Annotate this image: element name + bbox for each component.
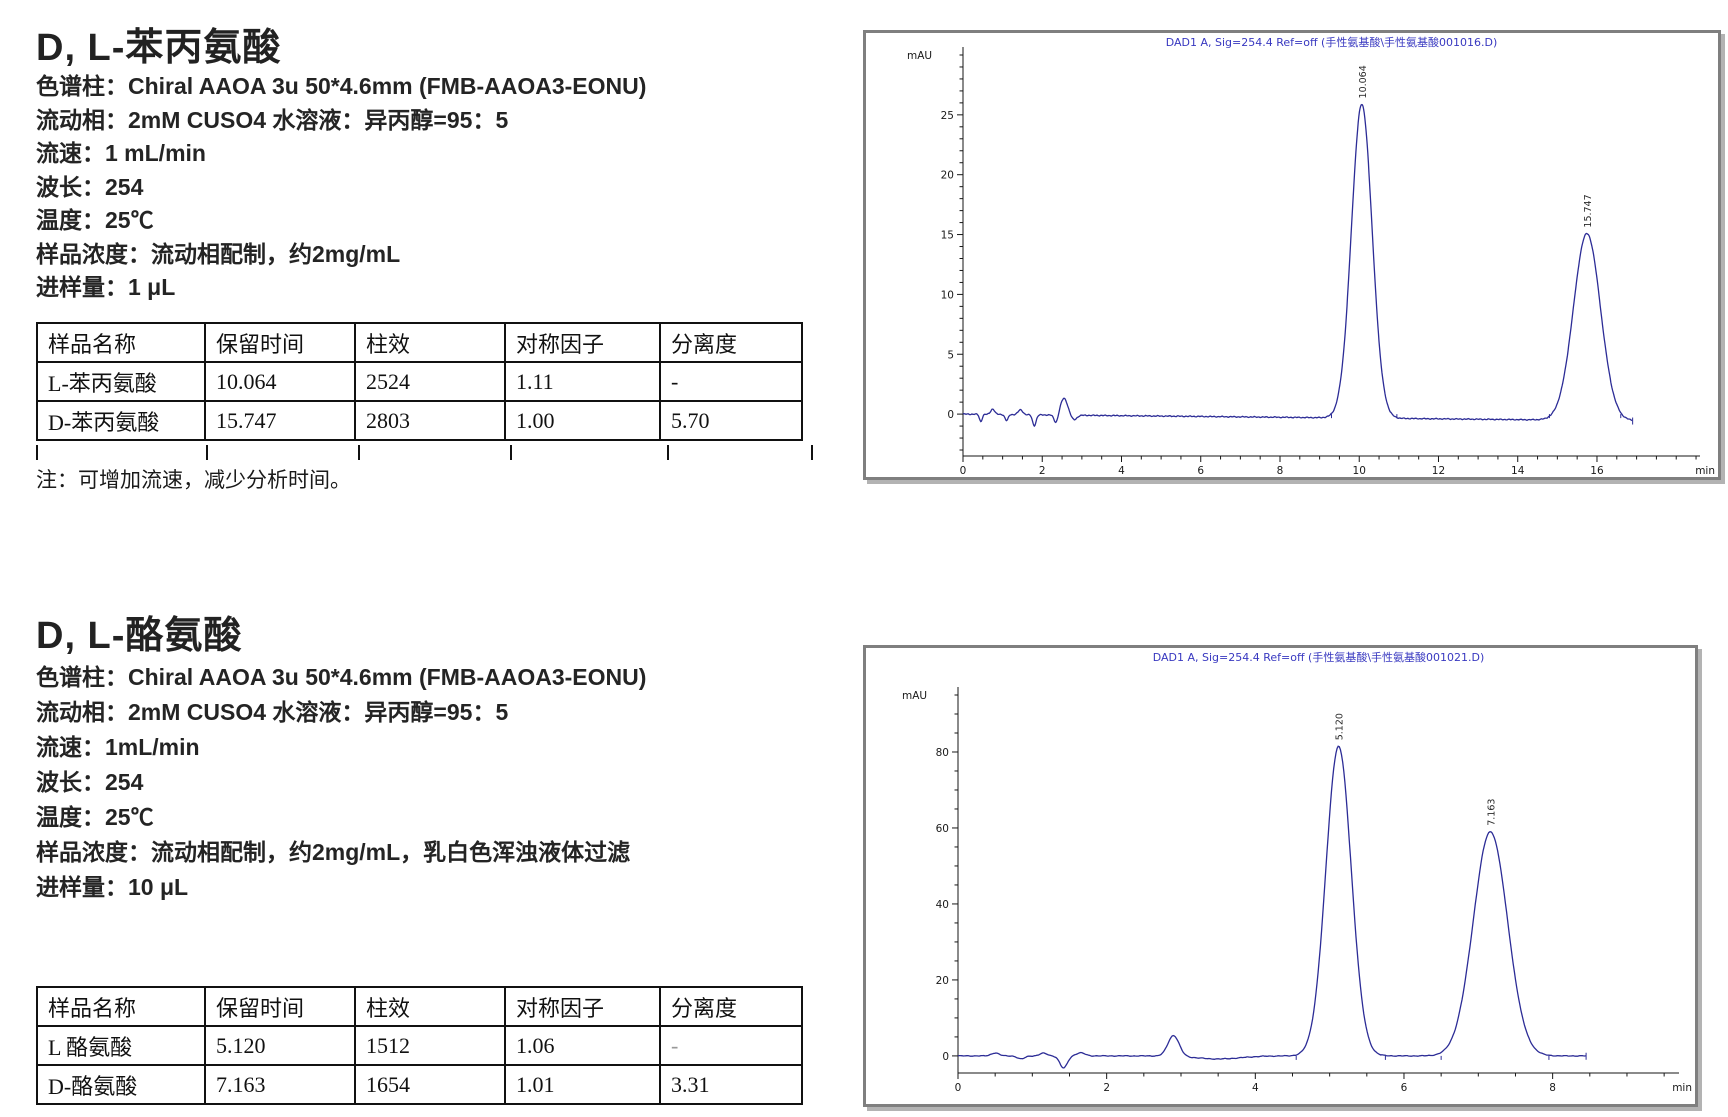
cell-resolution: - bbox=[659, 361, 803, 402]
param-concentration: 样品浓度：流动相配制，约2mg/mL bbox=[36, 240, 401, 267]
cell-plates: 1512 bbox=[354, 1025, 506, 1066]
section-phenylalanine: D, L-苯丙氨酸 bbox=[36, 16, 281, 71]
svg-text:10: 10 bbox=[941, 289, 954, 301]
param-temperature: 温度：25℃ bbox=[36, 804, 154, 830]
column-header-plates: 柱效 bbox=[354, 322, 506, 363]
svg-text:14: 14 bbox=[1511, 465, 1525, 477]
section-tyrosine: D, L-酪氨酸 bbox=[36, 604, 242, 659]
param-injection: 进样量：1 μL bbox=[36, 274, 176, 300]
param-column: 色谱柱：Chiral AAOA 3u 50*4.6mm (FMB-AAOA3-E… bbox=[36, 664, 647, 690]
cell-symmetry: 1.06 bbox=[504, 1025, 661, 1066]
param-column: 色谱柱：Chiral AAOA 3u 50*4.6mm (FMB-AAOA3-E… bbox=[36, 73, 647, 99]
svg-text:6: 6 bbox=[1401, 1082, 1408, 1094]
cell-symmetry: 1.00 bbox=[504, 400, 661, 441]
svg-text:mAU: mAU bbox=[902, 690, 927, 702]
param-flow-rate: 流速：1 mL/min bbox=[36, 140, 206, 166]
svg-text:25: 25 bbox=[941, 110, 954, 122]
svg-text:min: min bbox=[1695, 465, 1715, 477]
column-header-resolution: 分离度 bbox=[659, 322, 803, 363]
svg-text:20: 20 bbox=[941, 170, 954, 182]
svg-text:0: 0 bbox=[960, 465, 967, 477]
cell-resolution: 5.70 bbox=[659, 400, 803, 441]
param-injection: 进样量：10 μL bbox=[36, 874, 189, 900]
cell-plates: 2524 bbox=[354, 361, 506, 402]
column-header-sample: 样品名称 bbox=[36, 322, 206, 363]
svg-text:5.120: 5.120 bbox=[1335, 713, 1346, 740]
svg-text:16: 16 bbox=[1590, 465, 1604, 477]
svg-text:0: 0 bbox=[955, 1082, 962, 1094]
cell-retention: 5.120 bbox=[204, 1025, 356, 1066]
results-table-tyrosine: 样品名称 保留时间 柱效 对称因子 分离度 L 酪氨酸 5.120 1512 1… bbox=[36, 986, 803, 1105]
svg-text:60: 60 bbox=[936, 823, 949, 835]
table-row: L 酪氨酸 5.120 1512 1.06 - bbox=[36, 1025, 803, 1066]
table-row: D-苯丙氨酸 15.747 2803 1.00 5.70 bbox=[36, 400, 803, 441]
svg-text:80: 80 bbox=[936, 747, 949, 759]
cell-resolution: - bbox=[659, 1025, 803, 1066]
param-mobile-phase: 流动相：2mM CUSO4 水溶液：异丙醇=95：5 bbox=[36, 106, 509, 133]
svg-text:5: 5 bbox=[947, 349, 954, 361]
param-wavelength: 波长：254 bbox=[36, 173, 144, 200]
section-title: D, L-苯丙氨酸 bbox=[36, 27, 282, 69]
cell-symmetry: 1.01 bbox=[504, 1064, 661, 1105]
column-header-symmetry: 对称因子 bbox=[504, 986, 661, 1027]
section-title: D, L-酪氨酸 bbox=[36, 615, 243, 657]
svg-text:20: 20 bbox=[936, 975, 949, 987]
param-concentration: 样品浓度：流动相配制，约2mg/mL，乳白色浑浊液体过滤 bbox=[36, 839, 631, 865]
svg-text:15: 15 bbox=[941, 230, 954, 242]
svg-text:DAD1 A, Sig=254.4 Ref=off (手性氨: DAD1 A, Sig=254.4 Ref=off (手性氨基酸\手性氨基酸00… bbox=[1153, 650, 1485, 664]
cell-sample: D-酪氨酸 bbox=[36, 1064, 206, 1105]
cell-symmetry: 1.11 bbox=[504, 361, 661, 402]
column-header-plates: 柱效 bbox=[354, 986, 506, 1027]
svg-text:DAD1 A, Sig=254.4 Ref=off (手性氨: DAD1 A, Sig=254.4 Ref=off (手性氨基酸\手性氨基酸00… bbox=[1166, 35, 1498, 49]
cell-retention: 7.163 bbox=[204, 1064, 356, 1105]
cell-sample: L 酪氨酸 bbox=[36, 1025, 206, 1066]
cell-sample: L-苯丙氨酸 bbox=[36, 361, 206, 402]
column-header-retention: 保留时间 bbox=[204, 322, 356, 363]
column-header-retention: 保留时间 bbox=[204, 986, 356, 1027]
param-wavelength: 波长：254 bbox=[36, 769, 144, 795]
column-header-symmetry: 对称因子 bbox=[504, 322, 661, 363]
svg-text:4: 4 bbox=[1118, 465, 1125, 477]
svg-text:7.163: 7.163 bbox=[1486, 799, 1497, 826]
svg-text:2: 2 bbox=[1103, 1082, 1110, 1094]
svg-text:8: 8 bbox=[1277, 465, 1284, 477]
cell-plates: 1654 bbox=[354, 1064, 506, 1105]
svg-text:mAU: mAU bbox=[907, 50, 932, 62]
cell-resolution: 3.31 bbox=[659, 1064, 803, 1105]
svg-text:15.747: 15.747 bbox=[1583, 194, 1594, 227]
param-flow-rate: 流速：1mL/min bbox=[36, 734, 200, 760]
chromatogram-svg-phenylalanine: DAD1 A, Sig=254.4 Ref=off (手性氨基酸\手性氨基酸00… bbox=[907, 35, 1715, 477]
svg-text:8: 8 bbox=[1549, 1082, 1556, 1094]
svg-text:6: 6 bbox=[1197, 465, 1204, 477]
method-params-phenylalanine: 色谱柱：Chiral AAOA 3u 50*4.6mm (FMB-AAOA3-E… bbox=[36, 70, 646, 305]
svg-text:0: 0 bbox=[947, 409, 954, 421]
svg-text:40: 40 bbox=[936, 899, 949, 911]
svg-text:2: 2 bbox=[1039, 465, 1046, 477]
column-header-resolution: 分离度 bbox=[659, 986, 803, 1027]
param-mobile-phase: 流动相：2mM CUSO4 水溶液：异丙醇=95：5 bbox=[36, 699, 509, 725]
svg-text:12: 12 bbox=[1432, 465, 1445, 477]
table-row: D-酪氨酸 7.163 1654 1.01 3.31 bbox=[36, 1064, 803, 1105]
table-header-row: 样品名称 保留时间 柱效 对称因子 分离度 bbox=[36, 322, 803, 363]
param-temperature: 温度：25℃ bbox=[36, 207, 154, 233]
results-table-phenylalanine: 样品名称 保留时间 柱效 对称因子 分离度 L-苯丙氨酸 10.064 2524… bbox=[36, 322, 803, 441]
table-row: L-苯丙氨酸 10.064 2524 1.11 - bbox=[36, 361, 803, 402]
svg-text:4: 4 bbox=[1252, 1082, 1259, 1094]
cell-plates: 2803 bbox=[354, 400, 506, 441]
chromatogram-panel-phenylalanine: DAD1 A, Sig=254.4 Ref=off (手性氨基酸\手性氨基酸00… bbox=[863, 30, 1721, 480]
svg-text:10.064: 10.064 bbox=[1358, 65, 1369, 98]
table-note: 注：可增加流速，减少分析时间。 bbox=[36, 468, 351, 492]
cell-retention: 10.064 bbox=[204, 361, 356, 402]
svg-text:0: 0 bbox=[942, 1051, 949, 1063]
svg-text:10: 10 bbox=[1353, 465, 1366, 477]
cell-sample: D-苯丙氨酸 bbox=[36, 400, 206, 441]
method-params-tyrosine: 色谱柱：Chiral AAOA 3u 50*4.6mm (FMB-AAOA3-E… bbox=[36, 660, 646, 905]
table-header-row: 样品名称 保留时间 柱效 对称因子 分离度 bbox=[36, 986, 803, 1027]
cell-retention: 15.747 bbox=[204, 400, 356, 441]
chromatogram-svg-tyrosine: DAD1 A, Sig=254.4 Ref=off (手性氨基酸\手性氨基酸00… bbox=[902, 650, 1692, 1094]
svg-text:min: min bbox=[1672, 1082, 1692, 1094]
clipped-table-row bbox=[36, 445, 813, 460]
chromatogram-panel-tyrosine: DAD1 A, Sig=254.4 Ref=off (手性氨基酸\手性氨基酸00… bbox=[863, 645, 1698, 1107]
column-header-sample: 样品名称 bbox=[36, 986, 206, 1027]
